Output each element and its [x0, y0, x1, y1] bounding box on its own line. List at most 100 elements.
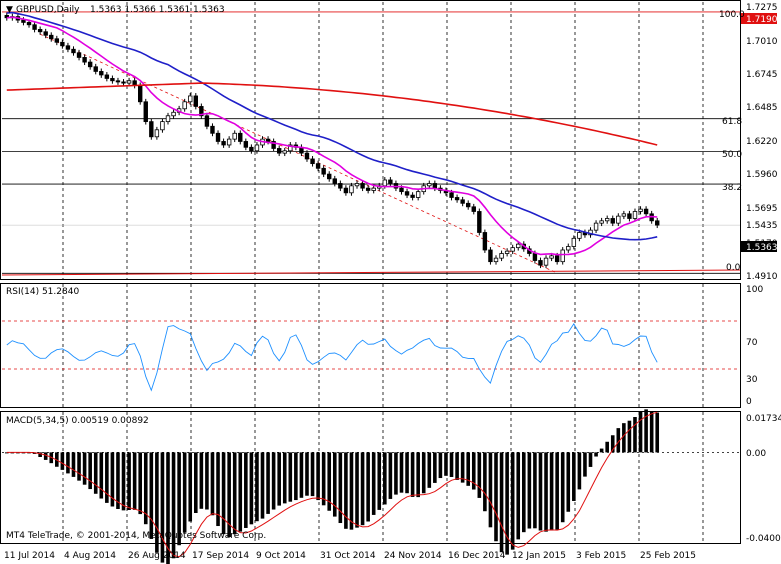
candle-body [76, 52, 82, 58]
price-tick: 1.5695 [746, 204, 778, 214]
candle-body [415, 191, 421, 198]
macd-bar [160, 452, 165, 563]
candle-body [610, 218, 615, 224]
macd-bar [143, 452, 148, 525]
candle-body [643, 208, 649, 215]
macd-bar [349, 452, 354, 530]
macd-bar [93, 452, 98, 494]
macd-bar [38, 452, 42, 457]
macd-bar [99, 452, 104, 499]
macd-bar [344, 452, 348, 529]
macd-bar [132, 452, 137, 510]
macd-bar [371, 452, 376, 515]
macd-bar [560, 452, 565, 523]
candle-body [110, 78, 115, 82]
rsi-pane[interactable] [0, 283, 741, 408]
macd-bar [477, 452, 482, 498]
macd-bar [321, 452, 326, 506]
fibo-trend-line [39, 33, 556, 273]
current-price-label-bg [741, 241, 777, 252]
candle-body [49, 34, 54, 40]
candle-body [454, 197, 460, 201]
macd-bar [638, 411, 643, 453]
macd-bar [577, 452, 582, 490]
macd-bar [455, 452, 459, 480]
macd-bar [110, 452, 115, 507]
candle-body [93, 66, 98, 72]
macd-bar [232, 452, 237, 535]
candle-body [143, 101, 148, 123]
candle-body [71, 48, 76, 54]
candle-body [149, 121, 154, 138]
candle-body [54, 38, 60, 43]
candle-body [388, 179, 393, 184]
macd-bar [82, 452, 87, 485]
macd-bar [338, 452, 343, 524]
candle-body [571, 237, 577, 247]
macd-bar [649, 411, 654, 453]
candle-body [488, 249, 493, 263]
macd-bar [544, 452, 548, 532]
date-label: 11 Jul 2014 [4, 551, 55, 561]
candle-body [321, 167, 326, 175]
rsi-tick: 100 [746, 285, 763, 295]
candle-body [188, 95, 193, 103]
candle-body [338, 183, 343, 189]
candle-body [4, 15, 9, 19]
candle-body [382, 179, 388, 187]
candle-body [504, 250, 510, 254]
macd-bar [588, 452, 593, 467]
macd-bar [327, 452, 332, 511]
candle-body [449, 192, 454, 198]
candle-body [249, 146, 254, 152]
price-tick: 1.7275 [746, 3, 778, 13]
macd-bar [244, 452, 248, 528]
candle-body [265, 138, 271, 142]
date-label: 26 Aug 2014 [128, 551, 186, 561]
macd-bar [60, 452, 65, 470]
macd-bar [488, 452, 493, 528]
macd-bar [88, 452, 92, 490]
macd-bar [616, 428, 621, 453]
macd-bar [421, 452, 426, 494]
macd-bar [405, 452, 409, 494]
candle-body [204, 115, 210, 127]
price-tick: 1.5435 [746, 221, 778, 231]
macd-bar [538, 452, 543, 531]
candle-body [65, 45, 71, 50]
macd-bar [366, 452, 370, 522]
rsi-tick: 30 [746, 375, 758, 385]
macd-bar [399, 452, 404, 493]
macd-bar [227, 452, 231, 538]
candle-body [82, 57, 87, 63]
candle-body [510, 247, 515, 252]
candle-body [276, 148, 282, 154]
date-label: 12 Jan 2015 [512, 551, 566, 561]
macd-bar [4, 452, 9, 454]
fibo-label-61: 61.8 [722, 117, 742, 127]
macd-bar [483, 452, 487, 512]
macd-signal-line [6, 411, 658, 558]
candle-body [138, 85, 143, 103]
macd-bar [282, 452, 287, 504]
macd-bar [377, 452, 382, 510]
macd-bar [299, 452, 304, 498]
macd-bar [410, 452, 415, 497]
macd-bar [394, 452, 398, 495]
macd-bar [271, 452, 276, 510]
macd-bar [288, 452, 293, 502]
candle-body [160, 121, 165, 131]
candle-body [460, 199, 465, 204]
candle-body [37, 29, 43, 33]
candle-body [60, 41, 65, 47]
candle-body [99, 71, 104, 76]
macd-bar [255, 452, 259, 522]
candle-body [466, 202, 471, 208]
candle-body [560, 249, 565, 263]
macd-bar [277, 452, 281, 506]
candle-body [360, 183, 365, 189]
fibo-label-38: 38.2 [722, 183, 742, 193]
macd-bar [449, 452, 454, 477]
candle-body [577, 232, 582, 239]
